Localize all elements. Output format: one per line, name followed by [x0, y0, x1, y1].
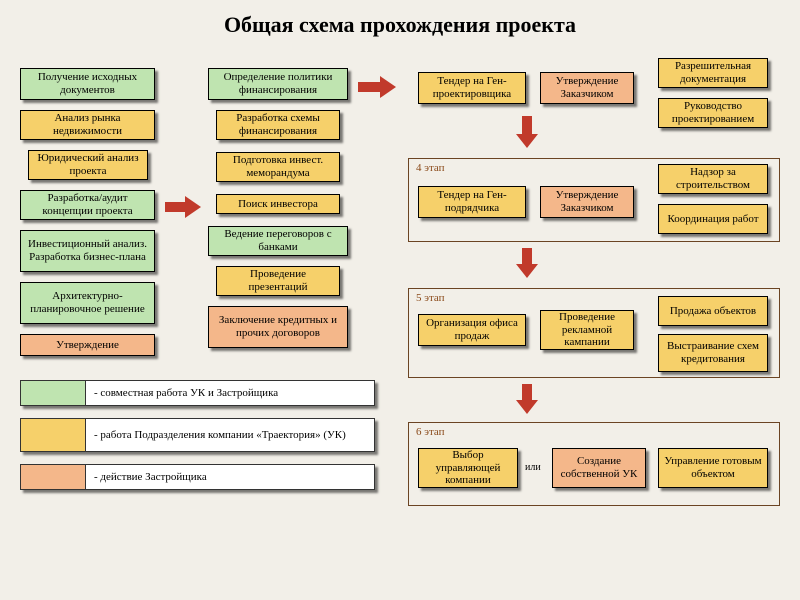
stage6-c: Управление готовым объектом: [658, 448, 768, 488]
col2-box-6: Заключение кредитных и прочих договоров: [208, 306, 348, 348]
stage4-a: Тендер на Ген-подрядчика: [418, 186, 526, 218]
col1-box-0: Получение исходных документов: [20, 68, 155, 100]
stage5-label: 5 этап: [416, 292, 445, 304]
col2-box-4: Ведение переговоров с банками: [208, 226, 348, 256]
col2-box-5: Проведение презентаций: [216, 266, 340, 296]
stage4-side-a: Надзор за строительством: [658, 164, 768, 194]
col2-box-2: Подготовка инвест. меморандума: [216, 152, 340, 182]
legend-swatch-joint: [21, 381, 86, 405]
page-title: Общая схема прохождения проекта: [0, 0, 800, 46]
legend-row-0: - совместная работа УК и Застройщика: [20, 380, 375, 406]
legend-row-1: - работа Подразделения компании «Траекто…: [20, 418, 375, 452]
stage4-b: Утверждение Заказчиком: [540, 186, 634, 218]
col1-box-5: Архитектурно-планировочное решение: [20, 282, 155, 324]
col1-box-3: Разработка/аудит концепции проекта: [20, 190, 155, 220]
col1-box-6: Утверждение: [20, 334, 155, 356]
col2-box-3: Поиск инвестора: [216, 194, 340, 214]
stage4-label: 4 этап: [416, 162, 445, 174]
stage3-side-a: Разрешительная документация: [658, 58, 768, 88]
legend-swatch-uk: [21, 419, 86, 451]
stage6-or: или: [525, 462, 541, 473]
stage5-a: Организация офиса продаж: [418, 314, 526, 346]
stage3-a: Тендер на Ген-проектировщика: [418, 72, 526, 104]
stage4-side-b: Координация работ: [658, 204, 768, 234]
col2-box-0: Определение политики финансирования: [208, 68, 348, 100]
stage6-a: Выбор управляющей компании: [418, 448, 518, 488]
col1-box-1: Анализ рынка недвижимости: [20, 110, 155, 140]
col2-box-1: Разработка схемы финансирования: [216, 110, 340, 140]
col1-box-4: Инвестиционный анализ. Разработка бизнес…: [20, 230, 155, 272]
legend-text-0: - совместная работа УК и Застройщика: [86, 384, 286, 402]
stage5-side-a: Продажа объектов: [658, 296, 768, 326]
legend-swatch-dev: [21, 465, 86, 489]
legend-text-2: - действие Застройщика: [86, 468, 215, 486]
stage6-label: 6 этап: [416, 426, 445, 438]
legend-text-1: - работа Подразделения компании «Траекто…: [86, 426, 354, 444]
stage6-b: Создание собственной УК: [552, 448, 646, 488]
stage5-side-b: Выстраивание схем кредитования: [658, 334, 768, 372]
stage5-b: Проведение рекламной кампании: [540, 310, 634, 350]
legend-row-2: - действие Застройщика: [20, 464, 375, 490]
stage3-side-b: Руководство проектированием: [658, 98, 768, 128]
col1-box-2: Юридический анализ проекта: [28, 150, 148, 180]
stage3-b: Утверждение Заказчиком: [540, 72, 634, 104]
